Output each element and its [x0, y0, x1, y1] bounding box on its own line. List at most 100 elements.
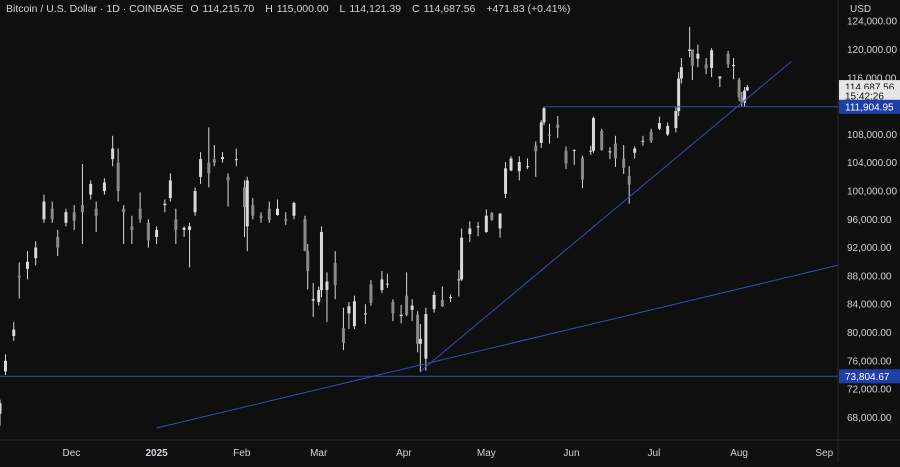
candle [182, 226, 186, 237]
candle-body [688, 49, 692, 51]
candle-body [102, 182, 106, 191]
low-label: L [339, 3, 346, 15]
x-axis-ticks[interactable]: Dec 2025 Feb Mar Apr May Jun Jul Aug Sep [63, 448, 834, 459]
candle [276, 199, 280, 216]
candle-body [341, 328, 345, 344]
y-tick-label: 100,000.00 [847, 186, 897, 197]
candle [690, 49, 694, 80]
ohlc-high: H 115,000.00 [265, 3, 332, 15]
candle [212, 145, 216, 167]
candle-body [182, 227, 186, 230]
candle-body [526, 166, 530, 168]
candle-body [380, 279, 384, 291]
candle-body [476, 226, 480, 228]
candle [284, 212, 288, 225]
candle-body [303, 219, 307, 252]
candle-body [539, 122, 543, 143]
y-tick-label: 68,000.00 [847, 413, 892, 424]
candle [155, 226, 159, 245]
candle [333, 251, 337, 300]
candle [122, 205, 126, 245]
candle-body [677, 78, 681, 112]
candle-body [613, 143, 617, 159]
candle-body [50, 208, 54, 220]
high-label: H [265, 3, 273, 15]
candle [743, 87, 747, 107]
candle [251, 198, 255, 220]
candle-body [633, 148, 637, 153]
candle-body [259, 215, 263, 218]
candle [207, 127, 211, 188]
trendline-1[interactable] [156, 264, 839, 429]
candle-body [317, 290, 321, 303]
candle [325, 272, 329, 322]
candle [405, 272, 409, 317]
candle [317, 286, 321, 306]
symbol-title[interactable]: Bitcoin / U.S. Dollar · 1D · COINBASE [6, 3, 184, 15]
y-tick-label: 92,000.00 [847, 243, 892, 254]
candle-body [251, 205, 255, 216]
y-tick-label: 80,000.00 [847, 328, 892, 339]
candle [80, 164, 84, 245]
candle-body [199, 159, 203, 177]
candle-body [517, 161, 521, 172]
currency-selector[interactable]: USD [850, 4, 872, 15]
candle [542, 106, 546, 126]
candle [490, 212, 494, 221]
candle [243, 180, 247, 237]
candle-body [418, 338, 422, 344]
candle [504, 161, 508, 199]
price-label-bg [839, 369, 900, 384]
y-axis-ticks: 124,000.00 120,000.00 116,000.00 108,000.00… [847, 17, 897, 424]
candle-body [490, 212, 494, 220]
candle [539, 120, 543, 148]
candle [633, 146, 637, 159]
candle-body [556, 124, 560, 129]
x-tick-label: Feb [233, 448, 251, 459]
candle [449, 294, 453, 303]
candle-body [745, 87, 749, 91]
x-tick-label: Jun [563, 448, 579, 459]
candle-body [498, 213, 502, 229]
candle-body [468, 228, 472, 235]
candle-body [732, 65, 736, 67]
candle [146, 219, 150, 248]
candle [174, 208, 178, 245]
candle-body [284, 219, 288, 221]
candle [740, 91, 744, 107]
candle [380, 270, 384, 293]
candle [193, 187, 197, 216]
candle [548, 123, 552, 144]
candle-body [311, 299, 315, 301]
candle [649, 128, 653, 143]
low-value: 114,121.39 [349, 3, 402, 15]
candle [347, 302, 351, 329]
candle [622, 145, 626, 175]
price-axis[interactable] [838, 0, 900, 462]
candle-body [399, 314, 403, 317]
candle-body [449, 297, 453, 299]
candle-body [600, 130, 604, 150]
candle-body [267, 208, 271, 220]
candle-body [234, 159, 238, 161]
candle-body [243, 187, 247, 208]
candle [688, 26, 692, 58]
candle-body [548, 134, 552, 136]
candle-body [674, 111, 678, 129]
candle [221, 152, 225, 163]
candle [226, 173, 230, 207]
candle [50, 201, 54, 223]
candle-body [89, 183, 93, 195]
candle-body [710, 50, 714, 68]
candle [292, 201, 296, 220]
trendline-0[interactable] [420, 61, 792, 372]
candle-body [657, 123, 661, 129]
candle-body [690, 49, 694, 66]
y-tick-label: 124,000.00 [847, 17, 897, 28]
candle-body [542, 108, 546, 123]
candle-body [391, 302, 395, 314]
candle-body [580, 157, 584, 180]
